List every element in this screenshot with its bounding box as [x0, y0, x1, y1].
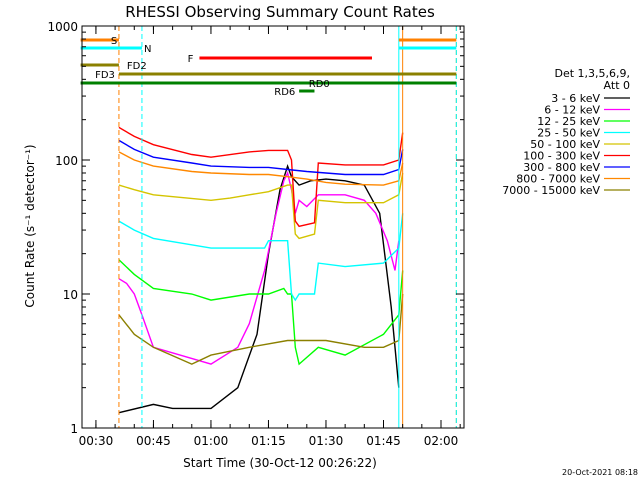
- x-axis-label: Start Time (30-Oct-12 00:26:22): [183, 456, 377, 470]
- flag-label-fd2: FD2: [127, 61, 147, 72]
- legend-label-25-50-kev: 25 - 50 keV: [537, 127, 600, 140]
- legend-label-300-800-kev: 300 - 800 keV: [523, 161, 600, 174]
- x-tick-label: 01:15: [251, 434, 286, 448]
- flag-label-rd6: RD6: [274, 87, 295, 98]
- y-tick-label: 1000: [47, 20, 78, 34]
- series-line-6-12-kev: [118, 170, 400, 365]
- series-line-800-7000-kev: [118, 151, 404, 186]
- legend-label-800-7000-kev: 800 - 7000 keV: [516, 173, 600, 186]
- legend-header: Att 0: [604, 79, 630, 92]
- x-tick-label: 00:30: [79, 434, 114, 448]
- x-tick-label: 01:45: [366, 434, 401, 448]
- y-tick-label: 10: [63, 288, 78, 302]
- x-tick-label: 01:30: [309, 434, 344, 448]
- plot-frame: [81, 25, 465, 429]
- chart-title: RHESSI Observing Summary Count Rates: [125, 3, 435, 21]
- legend-label-6-12-kev: 6 - 12 keV: [544, 104, 600, 117]
- series-line-300-800-kev: [118, 139, 404, 176]
- generation-timestamp: 20-Oct-2021 08:18: [562, 468, 638, 477]
- x-tick-label: 01:00: [194, 434, 229, 448]
- axis-ticks: 00:30 00:45 01:00 01:15 01:30 01:45 02:00 1 10 10…: [47, 20, 464, 448]
- series-line-50-100-kev: [118, 172, 404, 240]
- y-axis-label: Count Rate (s⁻¹ detector⁻¹): [23, 144, 37, 307]
- y-tick-label: 1: [70, 422, 78, 436]
- legend-label-3-6-kev: 3 - 6 keV: [551, 92, 600, 105]
- series-line-7000-15000-kev: [118, 293, 404, 365]
- legend-label-12-25-kev: 12 - 25 keV: [537, 115, 600, 128]
- legend-label-50-100-kev: 50 - 100 keV: [530, 138, 600, 151]
- flag-label-f: F: [188, 54, 194, 65]
- series-line-25-50-kev: [118, 213, 404, 302]
- flag-label-n: N: [144, 44, 151, 55]
- legend-header: Det 1,3,5,6,9,: [554, 67, 630, 80]
- flag-label-fd3: FD3: [95, 70, 115, 81]
- series-layer: [118, 126, 404, 414]
- flag-label-s: S: [111, 36, 117, 47]
- x-tick-label: 00:45: [136, 434, 171, 448]
- series-line-3-6-kev: [118, 163, 400, 414]
- series-line-12-25-kev: [118, 259, 404, 366]
- y-tick-label: 100: [55, 154, 78, 168]
- vertical-lines: [118, 26, 457, 428]
- flag-label-rd0: RD0: [309, 79, 330, 90]
- legend-label-7000-15000-kev: 7000 - 15000 keV: [502, 184, 600, 197]
- legend-label-100-300-kev: 100 - 300 keV: [523, 150, 600, 163]
- x-tick-label: 02:00: [424, 434, 459, 448]
- flag-bars: S N F FD2 FD3 RD0 RD6: [80, 36, 457, 98]
- series-line-100-300-kev: [118, 126, 404, 228]
